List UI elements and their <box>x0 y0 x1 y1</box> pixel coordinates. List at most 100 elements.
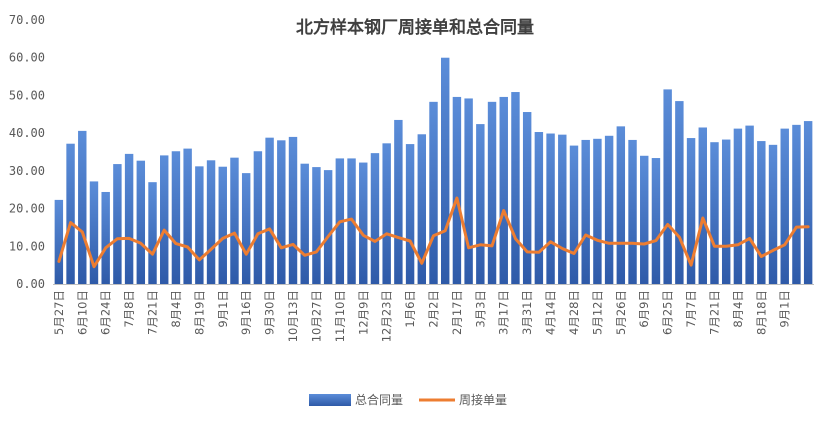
line-path <box>57 196 810 269</box>
bar <box>698 127 707 284</box>
x-tick-label: 10月27日 <box>309 290 323 342</box>
bar <box>768 144 778 284</box>
x-tick-label: 3月31日 <box>520 290 534 335</box>
x-tick-label: 7月21日 <box>707 290 721 335</box>
bar <box>499 96 508 285</box>
bar <box>300 163 309 284</box>
y-tick-label: 50.00 <box>9 88 45 102</box>
bar <box>464 98 473 285</box>
bar <box>382 143 391 284</box>
bar <box>124 153 134 284</box>
bar <box>663 89 672 284</box>
x-tick-label: 7月8日 <box>122 290 136 328</box>
chart-title: 北方样本钢厂周接单和总合同量 <box>296 17 534 38</box>
bar <box>148 182 157 284</box>
x-tick-label: 6月25日 <box>661 290 675 335</box>
bar <box>534 132 544 284</box>
x-tick-label: 1月6日 <box>403 290 417 328</box>
x-tick-label: 2月2日 <box>427 290 441 328</box>
bar <box>733 128 743 284</box>
bar <box>89 181 99 284</box>
bar <box>745 125 754 284</box>
x-tick-label: 7月21日 <box>146 290 160 335</box>
bar <box>675 101 684 284</box>
bar <box>54 199 64 284</box>
bar <box>721 139 731 284</box>
x-tick-label: 10月13日 <box>286 290 300 342</box>
x-tick-label: 9月1日 <box>778 290 792 328</box>
x-tick-label: 9月30日 <box>263 290 277 335</box>
bar <box>593 138 602 284</box>
bar <box>440 57 450 284</box>
x-tick-label: 11月10日 <box>333 290 347 342</box>
bar <box>476 124 485 284</box>
legend-label-line: 周接单量 <box>459 392 507 407</box>
bar <box>792 124 801 285</box>
x-tick-label: 2月17日 <box>450 290 464 335</box>
x-tick-label: 8月18日 <box>754 290 768 335</box>
bar <box>616 126 626 285</box>
x-tick-label: 4月14日 <box>544 290 558 335</box>
bar <box>640 155 649 284</box>
x-tick-label: 12月9日 <box>356 290 370 335</box>
x-tick-label: 5月26日 <box>614 290 628 335</box>
bar <box>359 162 368 284</box>
x-tick-label: 4月28日 <box>567 290 581 335</box>
bar <box>604 135 614 284</box>
bar <box>581 139 590 284</box>
x-tick-label: 9月16日 <box>239 290 253 335</box>
bar <box>757 141 766 284</box>
bar <box>66 143 75 284</box>
x-tick-label: 6月24日 <box>99 290 113 335</box>
y-tick-label: 0.00 <box>16 277 45 291</box>
x-axis: 5月27日 6月10日 6月24日 7月8日 7月21日 8月4日 8月19日 9月1日 9月1… <box>52 284 814 342</box>
bar <box>253 151 263 284</box>
y-tick-label: 40.00 <box>9 126 45 140</box>
x-tick-label: 3月17日 <box>497 290 511 335</box>
y-tick-label: 70.00 <box>9 13 45 27</box>
bar <box>113 164 122 284</box>
x-tick-label: 5月12日 <box>590 290 604 335</box>
bar <box>522 112 532 284</box>
x-tick-label: 8月4日 <box>169 290 183 328</box>
bar <box>429 101 438 284</box>
bar <box>394 119 403 284</box>
bar <box>511 92 520 284</box>
y-tick-label: 60.00 <box>9 51 45 65</box>
bar <box>628 139 637 284</box>
bar <box>206 160 216 284</box>
bar <box>101 191 110 284</box>
x-tick-label: 6月10日 <box>75 290 89 335</box>
bar <box>487 101 497 284</box>
y-tick-label: 20.00 <box>9 202 45 216</box>
bar <box>417 134 427 284</box>
legend-swatch-bar <box>309 394 351 406</box>
bar <box>265 137 274 284</box>
bar <box>803 121 813 285</box>
y-axis: 0.00 10.00 20.00 30.00 40.00 50.00 60.00 70.00 <box>9 13 45 291</box>
bar <box>710 142 719 284</box>
x-tick-label: 8月4日 <box>731 290 745 328</box>
x-tick-label: 5月27日 <box>52 290 66 335</box>
bar <box>312 167 321 284</box>
x-tick-label: 7月7日 <box>684 290 698 328</box>
bar <box>183 148 192 284</box>
bar <box>405 144 415 284</box>
bar <box>277 140 286 284</box>
x-tick-label: 12月23日 <box>380 290 394 342</box>
bar <box>218 166 227 284</box>
bar-series <box>54 57 813 285</box>
legend-label-bar: 总合同量 <box>355 392 403 407</box>
x-tick-label: 3月3日 <box>473 290 487 328</box>
x-tick-label: 9月1日 <box>216 290 230 328</box>
bar <box>780 128 789 284</box>
bar <box>569 145 579 284</box>
bar <box>323 170 333 284</box>
bar <box>136 160 146 284</box>
bar <box>452 96 462 285</box>
bar <box>558 134 567 284</box>
bar <box>171 151 181 284</box>
bar <box>288 136 298 284</box>
bar <box>78 130 87 284</box>
